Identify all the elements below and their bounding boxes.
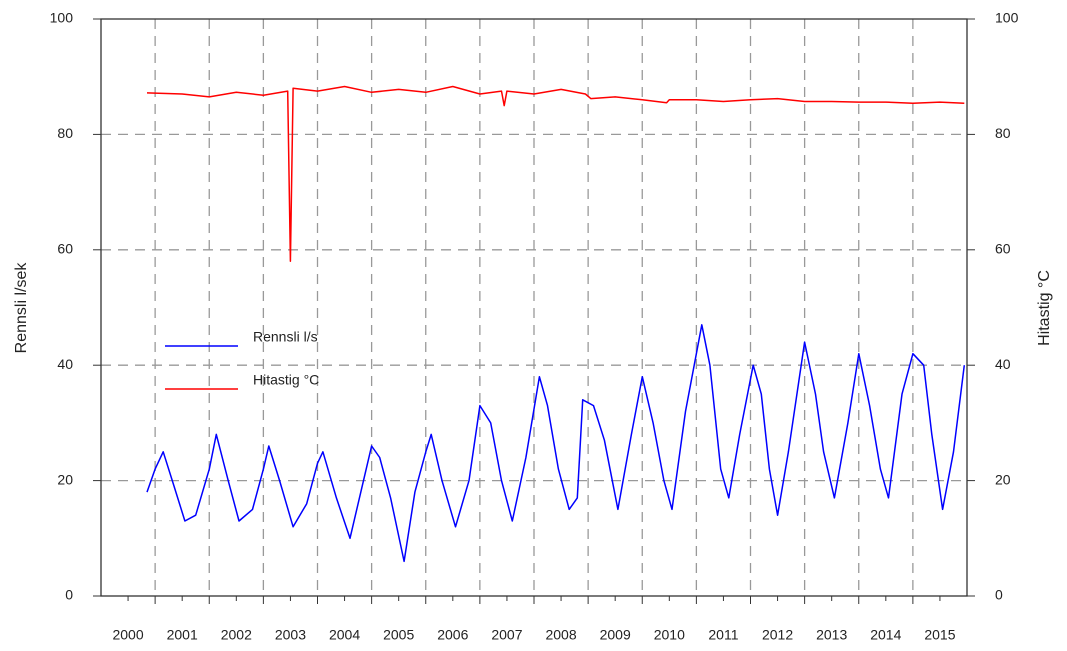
y2-tick-label: 100 — [995, 10, 1019, 26]
y2-tick-label: 0 — [995, 587, 1003, 603]
x-tick-label: 2006 — [437, 627, 468, 643]
x-tick-label: 2012 — [762, 627, 793, 643]
y-axis-title: Rennsli l/sek — [13, 262, 30, 354]
series-line — [146, 85, 965, 263]
y-tick-label: 40 — [57, 356, 73, 372]
plot-frame — [100, 18, 968, 597]
y-tick-label: 0 — [65, 587, 73, 603]
y-tick-label: 80 — [57, 125, 73, 141]
legend-label: Hitastig °C — [253, 372, 319, 388]
x-tick-label: 2005 — [383, 627, 414, 643]
y2-tick-label: 80 — [995, 125, 1011, 141]
x-tick-label: 2008 — [545, 627, 576, 643]
legend-label: Rennsli l/s — [253, 329, 318, 345]
y2-tick-label: 60 — [995, 241, 1011, 257]
x-tick-label: 2003 — [275, 627, 306, 643]
x-tick-label: 2011 — [708, 627, 738, 643]
x-tick-label: 2010 — [654, 627, 685, 643]
x-tick-label: 2007 — [491, 627, 522, 643]
series-line — [146, 324, 966, 563]
y-tick-label: 100 — [50, 10, 74, 26]
x-tick-label: 2014 — [870, 627, 901, 643]
x-tick-label: 2002 — [221, 627, 252, 643]
x-tick-label: 2009 — [600, 627, 631, 643]
x-tick-label: 2004 — [329, 627, 360, 643]
x-tick-label: 2001 — [167, 627, 198, 643]
y2-axis-title: Hitastig °C — [1036, 270, 1053, 346]
x-tick-label: 2013 — [816, 627, 847, 643]
y-tick-label: 60 — [57, 241, 73, 257]
y2-tick-label: 20 — [995, 471, 1011, 487]
x-tick-label: 2000 — [112, 627, 143, 643]
y-tick-label: 20 — [57, 471, 73, 487]
x-tick-label: 2015 — [924, 627, 955, 643]
y2-tick-label: 40 — [995, 356, 1011, 372]
